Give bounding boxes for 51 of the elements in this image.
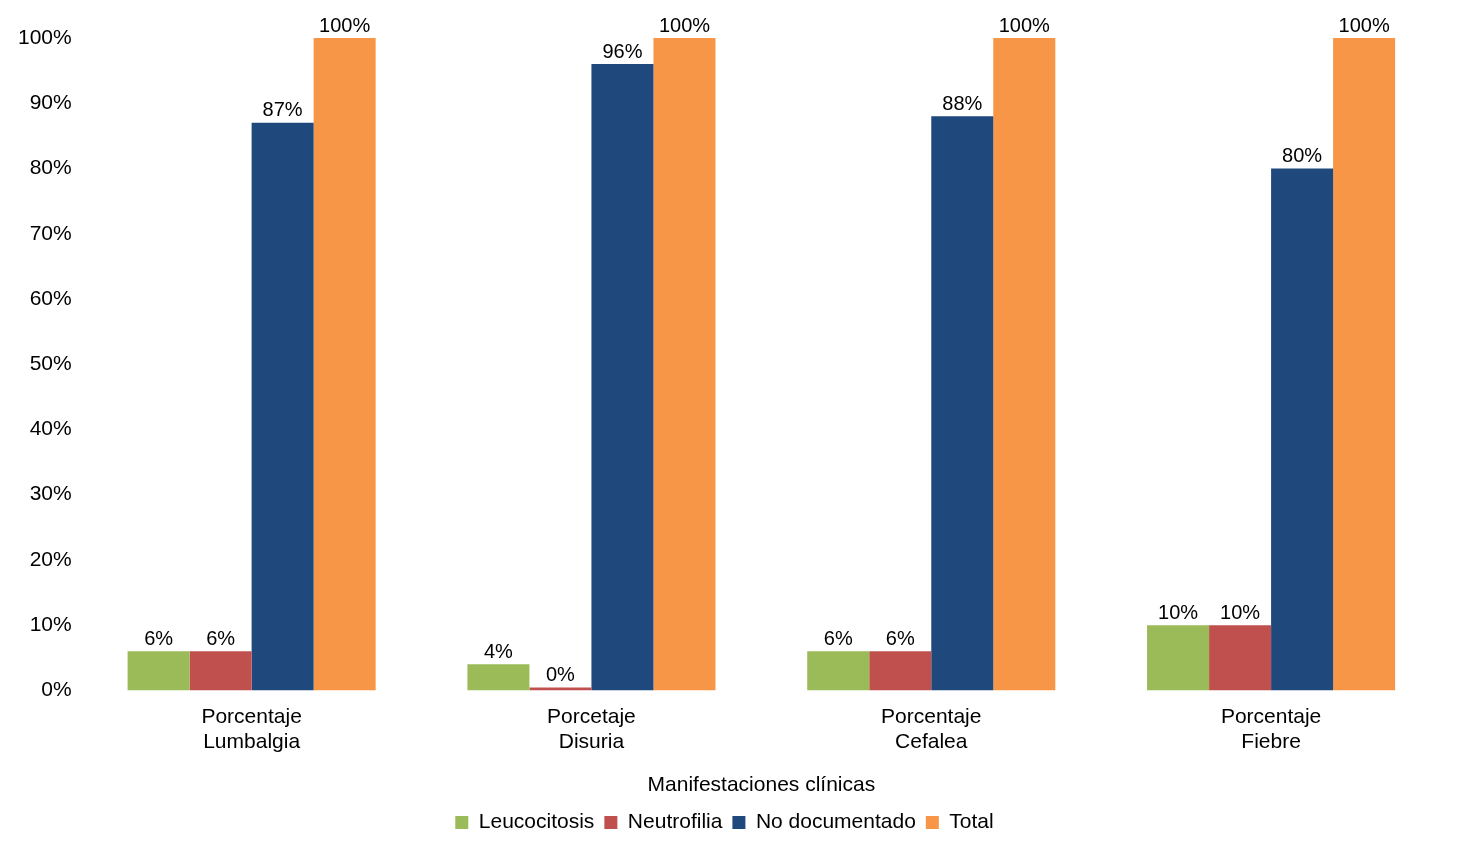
y-tick-label: 70% [29,220,72,244]
bar [467,664,530,691]
bar [1209,625,1272,691]
x-tick-label: Porcentaje Lumbalgia [201,703,302,752]
y-tick-label: 30% [29,481,72,505]
y-tick-label: 20% [29,546,72,570]
y-tick-label: 100% [17,24,72,48]
y-tick-label: 90% [29,90,72,114]
y-tick-label: 40% [29,416,72,440]
legend-label: Total [949,809,994,833]
bar [653,38,716,691]
data-label: 100% [1338,13,1390,36]
legend-label: No documentado [755,809,916,833]
x-tick-label: Porcentaje Cefalea [881,703,982,752]
data-label: 10% [1220,600,1261,623]
data-label: 0% [545,662,576,685]
data-label: 6% [144,626,174,649]
data-label: 87% [262,98,303,121]
bar [1147,625,1210,691]
x-tick-label: Porcentaje Fiebre [1220,703,1322,752]
x-axis-title: Manifestaciones clínicas [647,772,876,796]
data-label: 96% [602,39,643,62]
bar [993,38,1056,691]
bar [931,116,994,691]
data-label: 6% [885,626,915,649]
bar [807,651,870,691]
data-label: 6% [206,626,236,649]
bar [1271,168,1334,691]
data-label: 80% [1282,144,1323,166]
bar [251,122,314,691]
data-label: 100% [658,13,711,36]
data-label: 100% [998,13,1051,36]
y-tick-label: 10% [29,611,72,635]
bar [313,38,376,691]
data-label: 6% [823,626,853,649]
data-label: 100% [319,13,371,36]
y-tick-label: 50% [29,351,72,374]
data-label: 10% [1158,600,1199,623]
bar [591,64,654,691]
x-tick-label: Porcetaje Disuria [547,703,636,752]
bar [869,651,932,691]
legend-label: Neutrofilia [627,809,723,833]
data-label: 88% [942,91,983,114]
y-tick-label: 80% [29,155,72,179]
data-label: 4% [483,639,514,662]
bar [1333,38,1396,691]
y-tick-label: 60% [29,285,72,309]
legend-label: Leucocitosis [478,809,595,833]
bar [127,651,190,691]
y-tick-label: 0% [41,677,72,701]
bar [189,651,252,691]
